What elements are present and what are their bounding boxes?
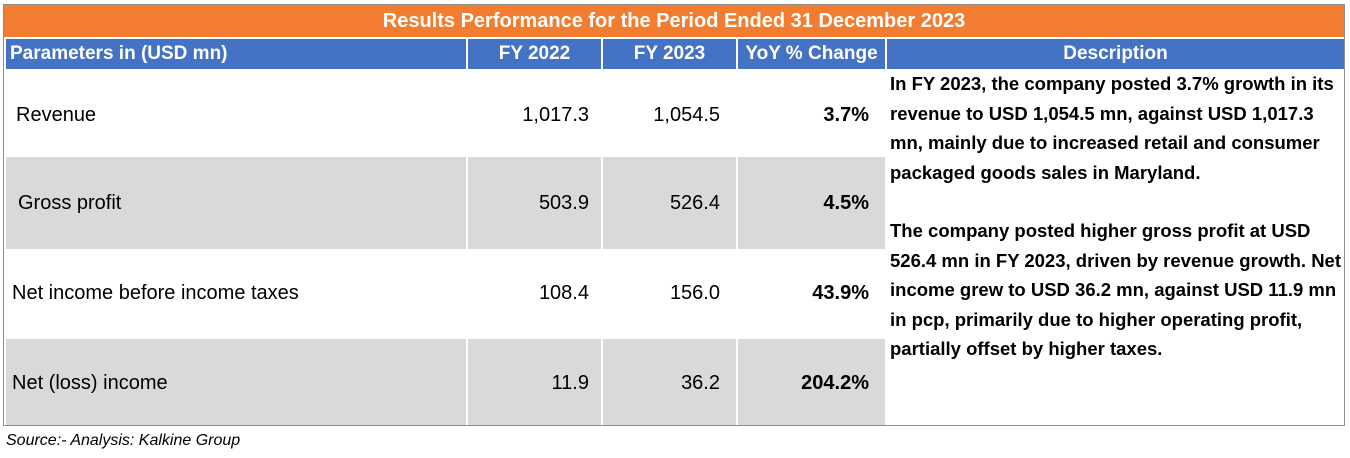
value-yoy: 43.9%: [812, 281, 869, 304]
value-fy2023: 526.4: [603, 157, 736, 249]
source-note: Source:- Analysis: Kalkine Group: [6, 432, 241, 449]
value-fy2023: 156.0: [669, 281, 720, 304]
table-row-net-income: Net (loss) income 11.9 36.2 204.2%: [4, 339, 885, 425]
value-fy2022: 503.9: [468, 157, 601, 249]
table-row-net-income-before-taxes: Net income before income taxes 108.4 156…: [4, 249, 885, 337]
row-label: Gross profit: [6, 157, 466, 249]
table-title: Results Performance for the Period Ended…: [4, 5, 1344, 37]
row-label: Revenue: [16, 103, 97, 126]
value-yoy: 204.2%: [738, 339, 885, 425]
header-fy2022: FY 2022: [468, 39, 601, 69]
value-fy2022: 1,017.3: [522, 103, 589, 126]
value-fy2023: 1,054.5: [653, 103, 720, 126]
row-label: Net (loss) income: [6, 339, 466, 425]
value-fy2023: 36.2: [603, 339, 736, 425]
header-parameters: Parameters in (USD mn): [6, 39, 466, 69]
table-row-gross-profit: Gross profit 503.9 526.4 4.5%: [4, 157, 885, 249]
description-text: In FY 2023, the company posted 3.7% grow…: [890, 69, 1342, 364]
header-description: Description: [887, 39, 1344, 69]
value-yoy: 4.5%: [738, 157, 885, 249]
value-fy2022: 11.9: [468, 339, 601, 425]
header-fy2023: FY 2023: [603, 39, 736, 69]
value-fy2022: 108.4: [538, 281, 589, 304]
description-paragraph: The company posted higher gross profit a…: [890, 220, 1342, 359]
header-yoy: YoY % Change: [738, 39, 885, 69]
value-yoy: 3.7%: [823, 103, 869, 126]
table-row-revenue: Revenue 1,017.3 1,054.5 3.7%: [4, 69, 885, 161]
description-paragraph: In FY 2023, the company posted 3.7% grow…: [890, 73, 1334, 183]
results-table: Results Performance for the Period Ended…: [3, 4, 1345, 426]
row-label: Net income before income taxes: [12, 281, 299, 304]
